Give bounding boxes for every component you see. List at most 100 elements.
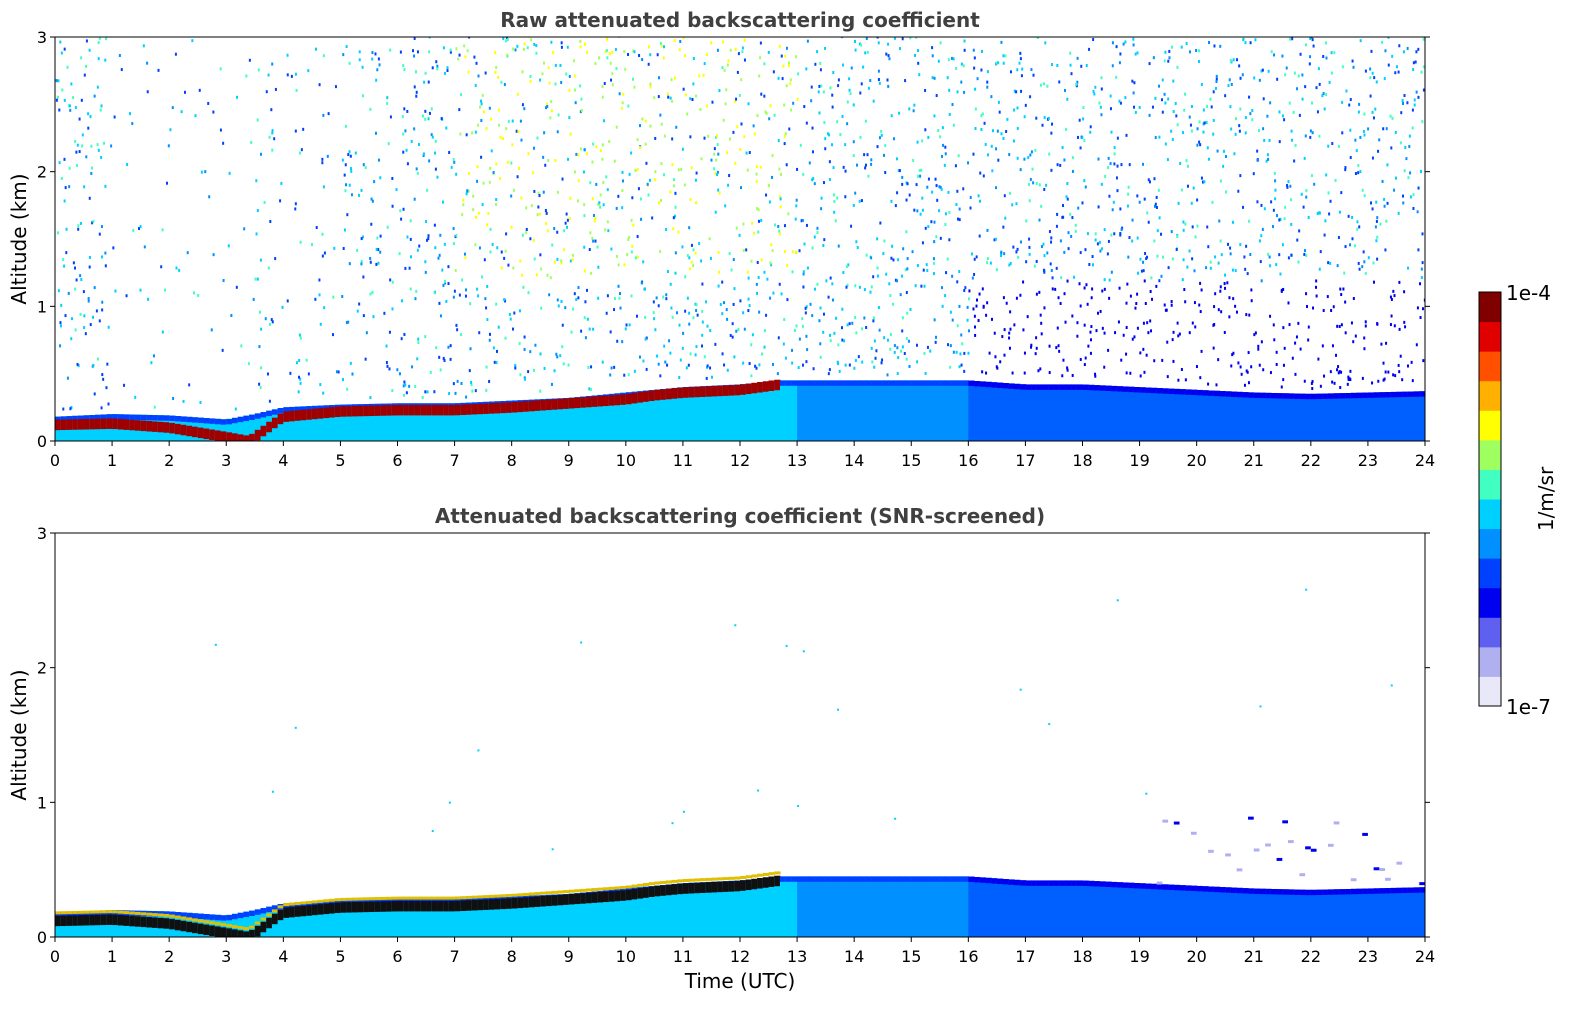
- surface-layer: [956, 876, 964, 937]
- noise-pixel: [778, 167, 781, 171]
- noise-pixel: [110, 144, 113, 148]
- noise-pixel: [1094, 232, 1097, 236]
- layer-edge: [500, 894, 507, 898]
- noise-pixel: [1292, 110, 1295, 114]
- surface-layer: [762, 877, 770, 937]
- surface-layer: [996, 382, 1004, 441]
- noise-pixel: [553, 260, 556, 264]
- strong-backscatter-layer: [534, 400, 541, 411]
- noise-pixel: [701, 333, 704, 337]
- strong-backscatter-layer: [351, 901, 359, 913]
- surface-layer: [608, 393, 616, 441]
- layer-fringe: [55, 912, 62, 919]
- layer-fringe: [1151, 387, 1158, 394]
- noise-pixel: [926, 345, 929, 349]
- noise-pixel: [321, 254, 324, 258]
- surface-layer: [740, 880, 747, 937]
- noise-pixel: [986, 70, 989, 74]
- noise-pixel: [131, 122, 134, 126]
- noise-pixel: [1337, 235, 1340, 239]
- strong-backscatter-layer: [180, 424, 187, 436]
- noise-pixel: [101, 300, 104, 304]
- noise-pixel: [896, 191, 899, 195]
- layer-fringe: [1316, 889, 1323, 896]
- layer-fringe: [294, 902, 302, 909]
- noise-pixel: [960, 333, 963, 337]
- noise-pixel: [556, 190, 559, 194]
- noise-pixel: [1126, 282, 1129, 286]
- noise-pixel: [751, 333, 754, 337]
- noise-pixel: [505, 39, 508, 43]
- layer-edge: [186, 917, 193, 921]
- noise-pixel: [567, 363, 570, 367]
- noise-pixel: [1195, 365, 1198, 369]
- noise-pixel: [1224, 94, 1227, 98]
- noise-pixel: [888, 282, 891, 286]
- noise-pixel: [1136, 326, 1139, 330]
- surface-layer: [317, 405, 324, 441]
- noise-pixel: [906, 182, 909, 186]
- noise-pixel: [1405, 157, 1408, 161]
- noise-pixel: [769, 261, 772, 265]
- noise-pixel: [294, 207, 297, 211]
- screened-pixel: [477, 749, 480, 752]
- noise-pixel: [554, 159, 557, 163]
- noise-pixel: [452, 382, 455, 386]
- noise-pixel: [391, 280, 394, 284]
- noise-pixel: [68, 166, 71, 170]
- noise-pixel: [677, 230, 680, 234]
- noise-pixel: [598, 202, 601, 206]
- noise-pixel: [1390, 146, 1393, 150]
- noise-pixel: [1129, 371, 1132, 375]
- noise-pixel: [1278, 253, 1281, 257]
- noise-pixel: [877, 41, 880, 45]
- surface-layer: [1213, 886, 1221, 937]
- noise-pixel: [1229, 246, 1232, 250]
- noise-pixel: [1164, 50, 1167, 54]
- noise-pixel: [1015, 296, 1018, 300]
- noise-pixel: [738, 233, 741, 237]
- layer-fringe: [1345, 888, 1352, 895]
- noise-pixel: [174, 52, 177, 56]
- layer-fringe: [1173, 388, 1181, 395]
- noise-pixel: [759, 165, 762, 169]
- noise-pixel: [1148, 180, 1151, 184]
- noise-pixel: [1032, 73, 1035, 77]
- surface-layer: [722, 881, 730, 937]
- noise-pixel: [467, 189, 470, 193]
- noise-pixel: [990, 95, 993, 99]
- noise-pixel: [543, 131, 546, 135]
- noise-pixel: [621, 101, 624, 105]
- noise-pixel: [1340, 293, 1343, 297]
- noise-pixel: [103, 141, 106, 145]
- noise-pixel: [1035, 259, 1038, 263]
- noise-pixel: [1182, 228, 1185, 232]
- noise-pixel: [476, 179, 479, 183]
- noise-pixel: [1021, 67, 1024, 71]
- surface-layer: [677, 387, 684, 441]
- noise-pixel: [962, 64, 965, 68]
- layer-fringe: [1345, 392, 1352, 399]
- noise-pixel: [811, 178, 814, 182]
- noise-pixel: [63, 264, 66, 268]
- surface-layer: [694, 882, 701, 937]
- noise-pixel: [624, 327, 627, 331]
- noise-pixel: [1390, 297, 1393, 301]
- noise-pixel: [1177, 378, 1180, 382]
- strong-backscatter-layer: [329, 903, 336, 914]
- noise-pixel: [972, 307, 975, 311]
- noise-pixel: [701, 309, 704, 313]
- noise-pixel: [935, 184, 938, 188]
- noise-pixel: [1408, 134, 1411, 138]
- noise-pixel: [91, 315, 94, 319]
- noise-pixel: [1348, 377, 1351, 381]
- noise-pixel: [621, 170, 624, 174]
- strong-backscatter-layer: [100, 418, 107, 430]
- noise-pixel: [813, 235, 816, 239]
- noise-pixel: [428, 159, 431, 163]
- screened-pixel: [294, 726, 297, 729]
- noise-pixel: [678, 323, 681, 327]
- surface-layer: [557, 894, 564, 937]
- noise-pixel: [529, 237, 532, 241]
- surface-layer: [545, 894, 553, 937]
